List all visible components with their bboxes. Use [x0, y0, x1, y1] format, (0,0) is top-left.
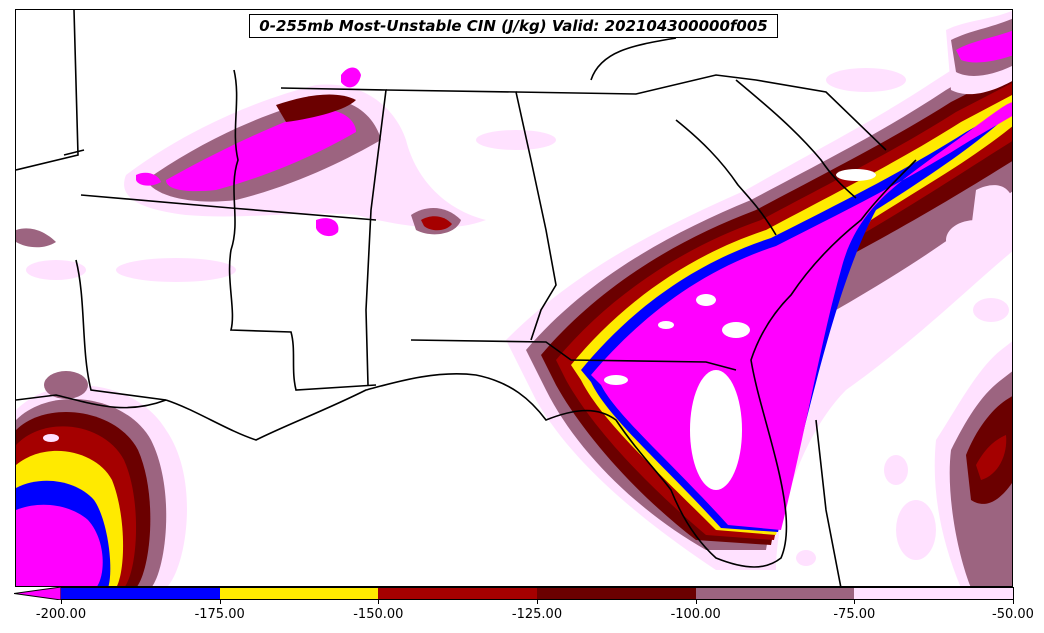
- colorbar-bin: [854, 588, 1014, 599]
- colorbar-tick-mark: [378, 600, 380, 604]
- colorbar: [14, 587, 1014, 600]
- colorbar-tick-mark: [219, 600, 221, 604]
- colorbar-tick-mark: [695, 600, 697, 604]
- colorbar-tick-mark: [61, 600, 62, 604]
- colorbar-tick-label: -150.00: [353, 607, 404, 622]
- colorbar-bin: [378, 588, 538, 599]
- colorbar-bin: [61, 588, 220, 599]
- colorbar-bins: [61, 587, 1014, 600]
- colorbar-tick-mark: [537, 600, 538, 604]
- colorbar-bin: [695, 588, 855, 599]
- colorbar-bin: [219, 588, 379, 599]
- colorbar-tick-mark: [854, 600, 856, 604]
- map-title: 0-255mb Most-Unstable CIN (J/kg) Valid: …: [249, 14, 778, 38]
- cin-field-map: [16, 10, 1012, 586]
- colorbar-tick-label: -175.00: [194, 607, 245, 622]
- colorbar-tick-mark: [1013, 600, 1014, 604]
- colorbar-tick-label: -100.00: [670, 607, 721, 622]
- colorbar-tick-label: -125.00: [511, 607, 563, 622]
- gulf-cin-contours: [16, 371, 187, 586]
- colorbar-extend-arrow: [14, 587, 61, 600]
- map-panel: [15, 9, 1013, 587]
- atlantic-cin-patches: [934, 10, 1012, 586]
- colorbar-tick-label: -200.00: [35, 607, 87, 622]
- state-boundaries: [16, 10, 917, 586]
- colorbar-tick-label: -75.00: [833, 607, 876, 622]
- weak-cin-patches: [26, 68, 1009, 566]
- frontal-cin-band: [506, 31, 1012, 570]
- colorbar-bin: [537, 588, 696, 599]
- northern-cin-patches: [16, 67, 487, 248]
- colorbar-tick-label: -50.00: [992, 607, 1034, 622]
